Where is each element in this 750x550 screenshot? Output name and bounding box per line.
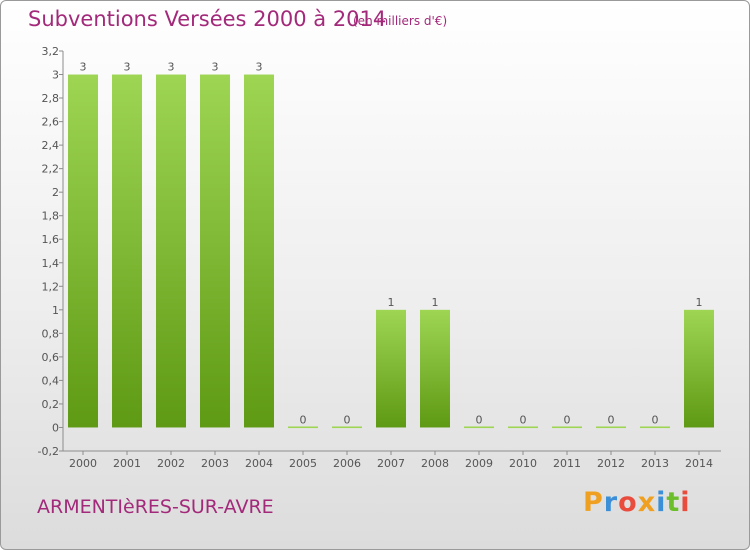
- proxiti-logo[interactable]: Proxiti: [583, 487, 691, 518]
- logo-letter: x: [637, 487, 657, 518]
- commune-name: ARMENTIèRES-SUR-AVRE: [37, 496, 274, 518]
- x-tick-label-2012: 2012: [597, 457, 625, 470]
- y-tick-label: 0: [52, 421, 59, 434]
- y-tick-label: 1,8: [42, 210, 60, 223]
- logo-letter: t: [666, 487, 681, 518]
- bar-2005: [288, 426, 318, 429]
- x-tick-label-2010: 2010: [509, 457, 537, 470]
- y-tick-label: 2,4: [42, 139, 60, 152]
- bar-2012: [596, 426, 626, 429]
- bar-2009: [464, 426, 494, 429]
- x-tick-label-2002: 2002: [157, 457, 185, 470]
- data-labels: 3 3 3 3 3 0 0 1 1 0 0 0 0 0 1: [80, 61, 703, 427]
- x-tick-label-2001: 2001: [113, 457, 141, 470]
- data-label-2009: 0: [476, 413, 483, 426]
- data-label-2006: 0: [344, 413, 351, 426]
- y-tick-label: 2,6: [42, 116, 60, 129]
- data-label-2010: 0: [520, 413, 527, 426]
- data-label-2003: 3: [212, 61, 219, 74]
- data-label-2013: 0: [652, 413, 659, 426]
- logo-letter: P: [583, 487, 604, 518]
- bar-2000: [68, 74, 98, 428]
- bar-2011: [552, 426, 582, 429]
- y-tick-label: 1,2: [42, 280, 60, 293]
- logo-letter: o: [618, 487, 638, 518]
- x-tick-label-2008: 2008: [421, 457, 449, 470]
- x-tick-label-2000: 2000: [69, 457, 97, 470]
- logo-letter: i: [680, 487, 691, 518]
- chart-subtitle: (en milliers d'€): [353, 14, 448, 28]
- bar-2007: [376, 309, 406, 428]
- y-axis: -0,2 0 0,2 0,4 0,6 0,8 1 1,2 1,4 1,6 1,8 2 2,2 2,4 2,6…: [38, 45, 64, 458]
- bar-2003: [200, 74, 230, 428]
- y-tick-label: 0,2: [42, 398, 60, 411]
- data-label-2008: 1: [432, 296, 439, 309]
- x-tick-label-2005: 2005: [289, 457, 317, 470]
- data-label-2005: 0: [300, 413, 307, 426]
- bar-2004: [244, 74, 274, 428]
- data-label-2007: 1: [388, 296, 395, 309]
- bar-2001: [112, 74, 142, 428]
- bar-2008: [420, 309, 450, 428]
- data-label-2004: 3: [256, 61, 263, 74]
- logo-letter: r: [603, 487, 619, 518]
- data-label-2000: 3: [80, 61, 87, 74]
- x-axis: 2000 2001 2002 2003 2004 2005 2006 2007 2008 2009…: [63, 450, 721, 470]
- y-tick-label: 3: [52, 69, 59, 82]
- x-tick-label-2009: 2009: [465, 457, 493, 470]
- x-tick-label-2007: 2007: [377, 457, 405, 470]
- data-label-2011: 0: [564, 413, 571, 426]
- bar-2013: [640, 426, 670, 429]
- data-label-2001: 3: [124, 61, 131, 74]
- x-tick-label-2011: 2011: [553, 457, 581, 470]
- data-label-2012: 0: [608, 413, 615, 426]
- data-label-2014: 1: [696, 296, 703, 309]
- logo-letter: i: [656, 487, 667, 518]
- bar-2010: [508, 426, 538, 429]
- y-tick-label: 1: [52, 304, 59, 317]
- y-tick-label: 1,4: [42, 257, 60, 270]
- y-tick-label: 3,2: [42, 45, 60, 58]
- y-tick-label: 1,6: [42, 233, 60, 246]
- x-tick-label-2004: 2004: [245, 457, 273, 470]
- chart-title: Subventions Versées 2000 à 2014: [28, 7, 387, 31]
- x-tick-label-2006: 2006: [333, 457, 361, 470]
- x-tick-label-2003: 2003: [201, 457, 229, 470]
- bar-2014: [684, 309, 714, 428]
- y-tick-label: 2,8: [42, 92, 60, 105]
- y-tick-label: 0,8: [42, 327, 60, 340]
- y-tick-label: 0,4: [42, 374, 60, 387]
- bar-2006: [332, 426, 362, 429]
- x-tick-label-2014: 2014: [685, 457, 713, 470]
- bars: [68, 74, 714, 429]
- y-tick-label: 2: [52, 186, 59, 199]
- y-tick-label: 2,2: [42, 163, 60, 176]
- bar-2002: [156, 74, 186, 428]
- y-tick-label: -0,2: [38, 445, 59, 458]
- y-tick-label: 0,6: [42, 351, 60, 364]
- x-tick-label-2013: 2013: [641, 457, 669, 470]
- data-label-2002: 3: [168, 61, 175, 74]
